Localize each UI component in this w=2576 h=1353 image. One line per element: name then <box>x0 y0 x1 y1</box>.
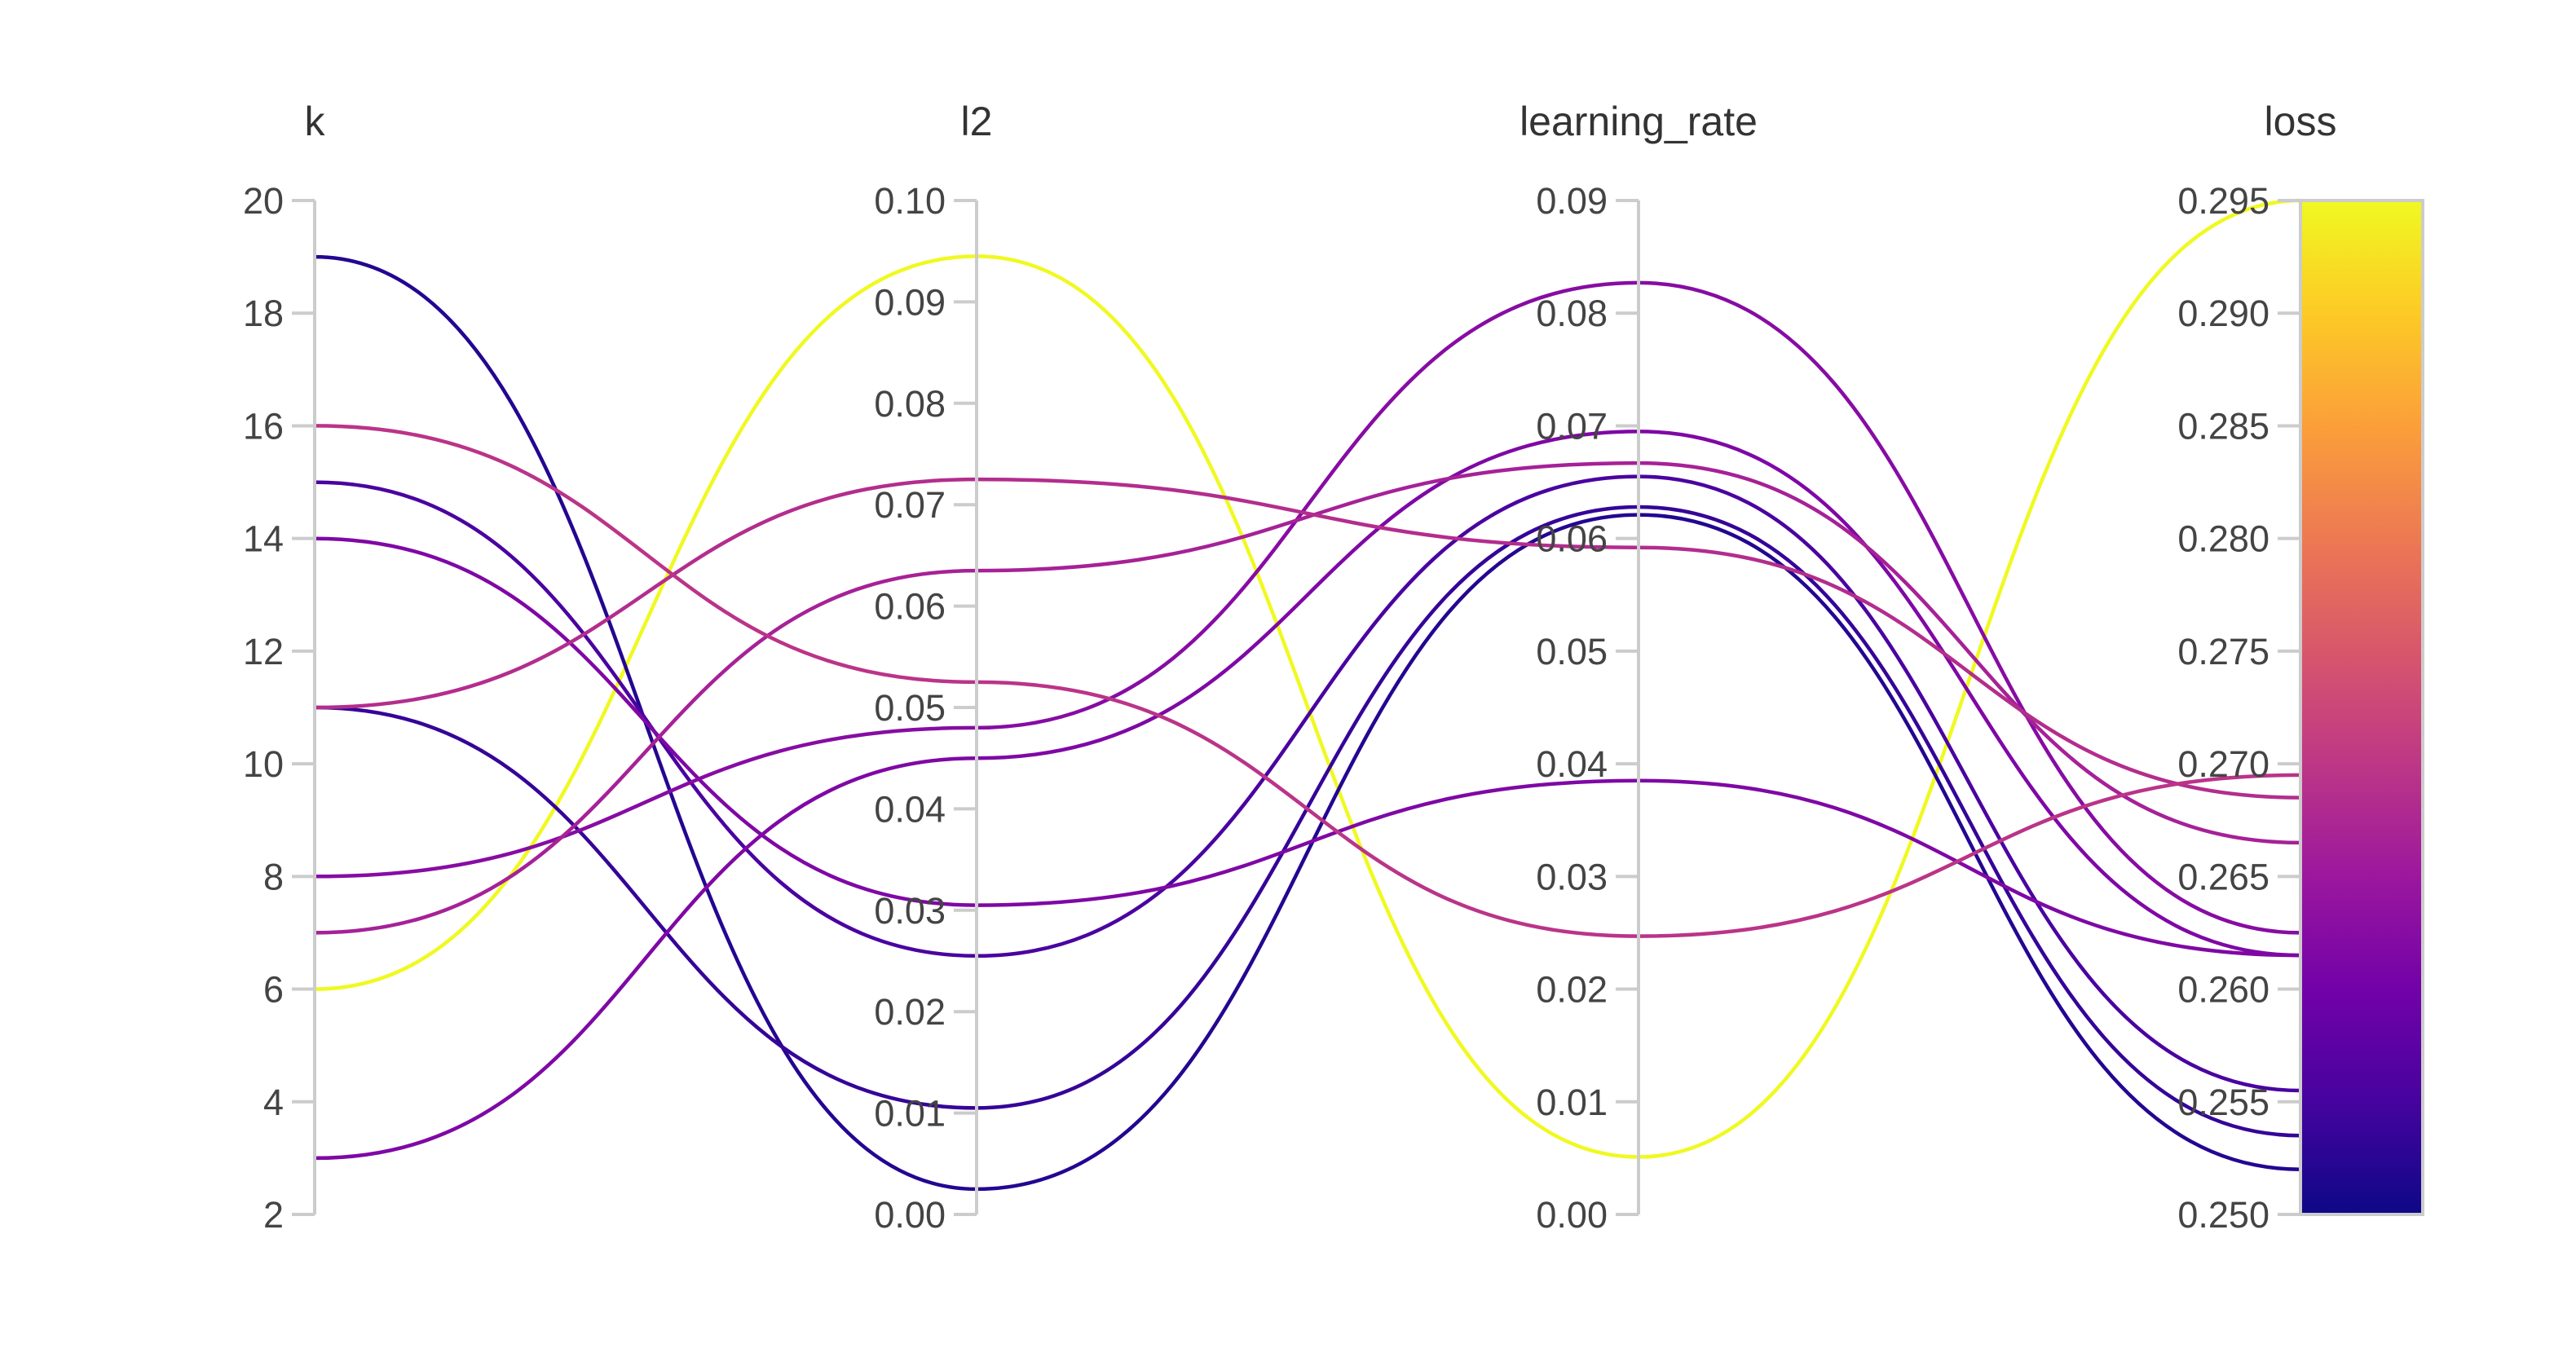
series-line-0 <box>314 198 2301 1159</box>
series-line-2 <box>314 505 2301 1138</box>
tick-label-learning_rate: 0.02 <box>1536 969 1608 1011</box>
series-line-8 <box>314 477 2301 800</box>
colorbar-gradient <box>2300 201 2423 1214</box>
tick-label-k: 2 <box>263 1194 284 1236</box>
tick-label-loss: 0.290 <box>2177 293 2269 334</box>
axis-loss: loss 0.250 0.255 0.260 0.265 0.270 0.275 0.280 0… <box>2177 99 2336 1236</box>
tick-label-loss: 0.275 <box>2177 631 2269 672</box>
tick-label-learning_rate: 0.08 <box>1536 293 1608 334</box>
tick-label-k: 14 <box>243 518 284 560</box>
tick-label-loss: 0.280 <box>2177 518 2269 560</box>
series-line-9 <box>314 424 2301 938</box>
tick-label-k: 8 <box>263 856 284 897</box>
axis-l2: l2 0.00 0.01 0.02 0.03 0.04 0.05 0.06 0.07 0.08 0.… <box>874 99 992 1236</box>
axis-k: k 2 4 6 8 10 12 14 16 18 20 <box>243 99 326 1236</box>
tick-label-k: 4 <box>263 1082 284 1123</box>
colorbar-border <box>2299 199 2424 1216</box>
tick-label-loss: 0.260 <box>2177 969 2269 1011</box>
tick-label-l2: 0.09 <box>874 281 946 323</box>
series-line-5 <box>314 430 2301 1161</box>
tick-label-l2: 0.10 <box>874 180 946 222</box>
colorbar <box>2299 199 2424 1216</box>
axis-title-l2: l2 <box>961 99 993 144</box>
axes: k 2 4 6 8 10 12 14 16 18 20 l2 0.00 0.01 0.02 0.03 0.04 0… <box>243 99 2337 1236</box>
tick-label-learning_rate: 0.09 <box>1536 180 1608 222</box>
tick-label-l2: 0.05 <box>874 687 946 729</box>
tick-label-k: 16 <box>243 405 284 447</box>
tick-label-l2: 0.02 <box>874 991 946 1033</box>
tick-label-loss: 0.295 <box>2177 180 2269 222</box>
tick-label-l2: 0.03 <box>874 890 946 932</box>
axis-title-k: k <box>305 99 326 144</box>
axis-title-loss: loss <box>2265 99 2337 144</box>
tick-label-loss: 0.285 <box>2177 405 2269 447</box>
tick-label-l2: 0.08 <box>874 383 946 425</box>
tick-label-loss: 0.250 <box>2177 1194 2269 1236</box>
tick-label-learning_rate: 0.01 <box>1536 1082 1608 1123</box>
tick-label-learning_rate: 0.04 <box>1536 743 1608 785</box>
tick-label-loss: 0.265 <box>2177 856 2269 897</box>
tick-label-l2: 0.07 <box>874 484 946 526</box>
series-line-6 <box>314 280 2301 935</box>
tick-label-learning_rate: 0.00 <box>1536 1194 1608 1236</box>
tick-label-loss: 0.255 <box>2177 1082 2269 1123</box>
series-lines <box>314 198 2301 1192</box>
tick-label-k: 6 <box>263 969 284 1011</box>
tick-label-l2: 0.01 <box>874 1093 946 1135</box>
tick-label-k: 20 <box>243 180 284 222</box>
tick-label-learning_rate: 0.06 <box>1536 518 1608 560</box>
series-line-4 <box>314 536 2301 958</box>
tick-label-k: 12 <box>243 631 284 672</box>
tick-label-k: 10 <box>243 743 284 785</box>
tick-label-l2: 0.00 <box>874 1194 946 1236</box>
tick-label-k: 18 <box>243 293 284 334</box>
tick-label-learning_rate: 0.07 <box>1536 405 1608 447</box>
axis-title-learning_rate: learning_rate <box>1520 99 1758 144</box>
tick-label-l2: 0.06 <box>874 586 946 628</box>
tick-label-learning_rate: 0.03 <box>1536 856 1608 897</box>
series-line-7 <box>314 461 2301 935</box>
series-line-1 <box>314 254 2301 1192</box>
tick-label-loss: 0.270 <box>2177 743 2269 785</box>
tick-label-l2: 0.04 <box>874 788 946 830</box>
tick-label-learning_rate: 0.05 <box>1536 631 1608 672</box>
axis-learning_rate: learning_rate 0.00 0.01 0.02 0.03 0.04 0.05 0.0… <box>1520 99 1758 1236</box>
